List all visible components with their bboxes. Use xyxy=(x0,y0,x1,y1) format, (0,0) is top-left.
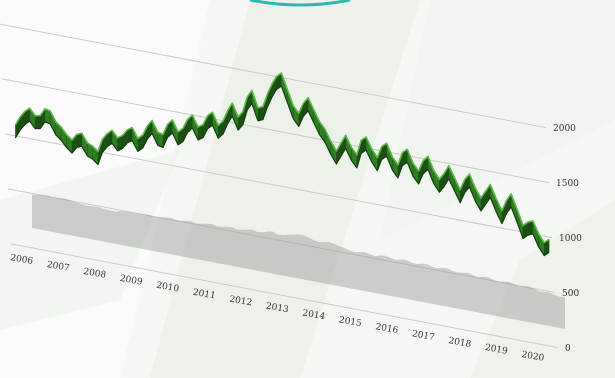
y-tick-label: 1000 xyxy=(559,234,582,244)
series-segment xyxy=(257,106,264,122)
series-segment xyxy=(34,115,41,129)
x-tick-label: 2007 xyxy=(46,260,71,274)
x-tick-label: 2010 xyxy=(156,281,181,295)
series-segment xyxy=(307,97,315,123)
series-segment xyxy=(345,135,352,161)
x-tick-label: 2006 xyxy=(9,253,34,267)
gridline xyxy=(0,23,547,129)
y-tick-label: 1500 xyxy=(556,179,579,189)
ribbon-shadow xyxy=(32,194,565,329)
series-shadow xyxy=(32,194,565,329)
series-ribbon xyxy=(14,72,550,257)
x-tick-label: 2017 xyxy=(411,329,436,343)
series-segment xyxy=(131,127,139,152)
x-tick-label: 2018 xyxy=(448,336,473,350)
series-segment xyxy=(495,198,503,224)
series-segment xyxy=(313,109,320,135)
series-segment xyxy=(49,110,56,135)
x-tick-label: 2011 xyxy=(192,288,216,302)
series-segment xyxy=(76,132,82,148)
gridline xyxy=(7,188,556,294)
series-segment xyxy=(527,220,534,236)
gridline xyxy=(10,243,559,349)
series-segment xyxy=(448,165,455,191)
x-tick-label: 2019 xyxy=(484,343,509,357)
x-tick-labels: 2006 2007 2008 2009 2010 2011 2012 2013 2014 2015… xyxy=(9,253,545,364)
series-segment xyxy=(192,114,199,141)
series-segment xyxy=(365,136,372,163)
series-underside xyxy=(14,85,550,257)
x-tick-label: 2015 xyxy=(338,315,363,329)
x-tick-label: 2008 xyxy=(82,267,107,281)
x-tick-label: 2016 xyxy=(375,322,400,336)
y-tick-label: 500 xyxy=(562,289,579,299)
x-tick-label: 2013 xyxy=(265,302,290,316)
x-tick-label: 2014 xyxy=(302,308,327,322)
series-segment xyxy=(454,177,461,203)
x-tick-label: 2012 xyxy=(229,295,253,309)
series-segment xyxy=(324,129,331,155)
series-segment xyxy=(151,120,159,146)
y-tick-label: 2000 xyxy=(553,124,576,134)
top-accent xyxy=(249,0,351,7)
y-tick-labels: 0 500 1000 1500 2000 xyxy=(553,124,582,354)
y-tick-label: 0 xyxy=(565,344,571,354)
x-tick-label: 2009 xyxy=(119,274,144,288)
x-tick-label: 2020 xyxy=(521,350,546,364)
series-line xyxy=(14,72,550,244)
gridline xyxy=(1,78,550,184)
series-segment xyxy=(172,119,179,145)
